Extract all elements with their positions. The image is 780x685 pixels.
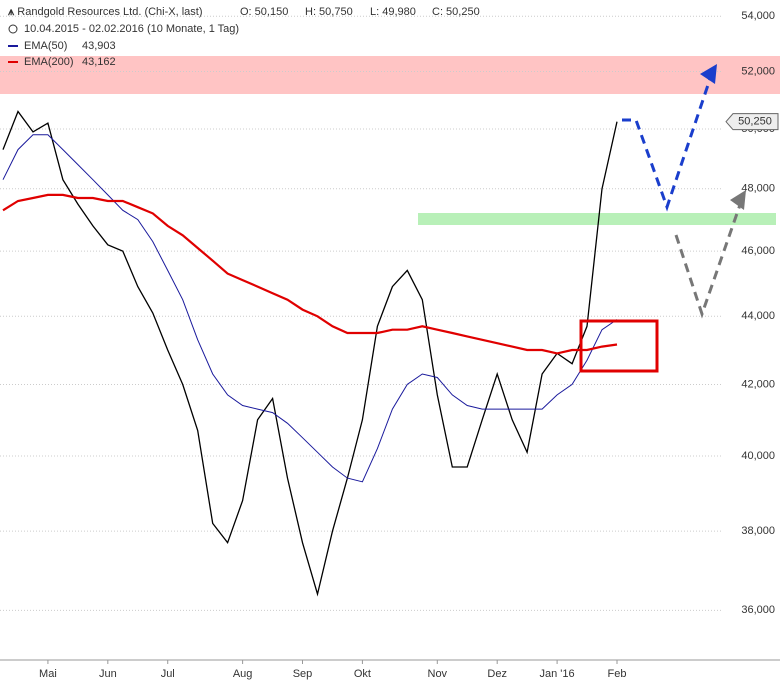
legend-label: EMA(200) xyxy=(24,56,74,68)
x-tick-label: Dez xyxy=(487,668,507,680)
arrow-head xyxy=(700,64,717,84)
projection-arrow xyxy=(674,201,743,319)
price-line xyxy=(2,110,618,597)
ohlc: L: 49,980 xyxy=(370,6,416,18)
x-tick-label: Feb xyxy=(608,668,627,680)
price-tag xyxy=(725,113,779,131)
y-tick-label: 52,000 xyxy=(741,65,775,77)
resistance-zone xyxy=(0,56,780,94)
x-tick-label: Aug xyxy=(233,668,253,680)
plot-layer: 36,000 38,000 40,000 42,000 44,000 46,000 48,0… xyxy=(0,10,780,680)
x-tick-label: Mai xyxy=(39,668,57,680)
legend-value: 43,903 xyxy=(82,40,116,52)
ohlc: C: 50,250 xyxy=(432,6,480,18)
y-tick-label: 36,000 xyxy=(741,604,775,616)
projection-arrow xyxy=(622,75,713,212)
x-tick-label: Sep xyxy=(293,668,313,680)
x-tick-label: Jan '16 xyxy=(540,668,575,680)
y-tick-label: 44,000 xyxy=(741,310,775,322)
y-tick-label: 42,000 xyxy=(741,378,775,390)
ema-line xyxy=(2,134,618,483)
subtitle: 10.04.2015 - 02.02.2016 (10 Monate, 1 Ta… xyxy=(24,23,239,35)
support-zone xyxy=(418,213,776,225)
y-tick-label: 48,000 xyxy=(741,183,775,195)
y-tick-label: 38,000 xyxy=(741,525,775,537)
y-tick-label: 40,000 xyxy=(741,450,775,462)
price-tag-label: 50,250 xyxy=(738,116,772,128)
x-tick-label: Nov xyxy=(428,668,448,680)
arrow-head xyxy=(730,190,746,210)
ema-line xyxy=(2,193,618,355)
x-tick-label: Okt xyxy=(354,668,371,680)
legend-label: EMA(50) xyxy=(24,40,67,52)
legend-value: 43,162 xyxy=(82,56,116,68)
highlight-box xyxy=(579,319,659,373)
clock-icon xyxy=(8,24,18,34)
chart-title: ⩚ Randgold Resources Ltd. (Chi-X, last) xyxy=(7,6,203,18)
y-tick-label: 54,000 xyxy=(741,10,775,22)
x-tick-label: Jul xyxy=(161,668,175,680)
y-tick-label: 46,000 xyxy=(741,245,775,257)
ohlc: H: 50,750 xyxy=(305,6,353,18)
x-tick-label: Jun xyxy=(99,668,117,680)
ohlc: O: 50,150 xyxy=(240,6,288,18)
